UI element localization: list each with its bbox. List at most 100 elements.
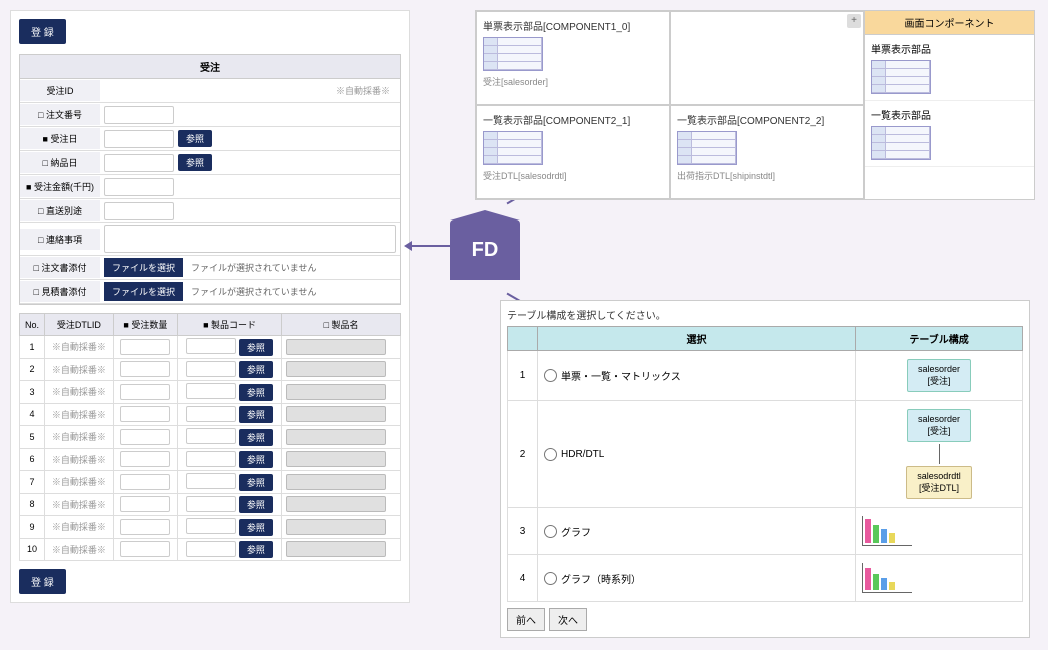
table-row: 6※自動採番※ 参照 [20,448,401,471]
table-structure-panel: テーブル構成を選択してください。 選択 テーブル構成 1 単票・一覧・マトリック… [500,300,1030,638]
input-code[interactable] [186,473,236,489]
ref-button-code[interactable]: 参照 [239,496,273,513]
instruction-text: テーブル構成を選択してください。 [507,307,1023,322]
table-row: 8※自動採番※ 参照 [20,493,401,516]
input-code[interactable] [186,361,236,377]
input-qty[interactable] [120,429,170,445]
th-select: 選択 [538,327,856,351]
next-button[interactable]: 次へ [549,608,587,631]
input-qty[interactable] [120,474,170,490]
ref-button-code[interactable]: 参照 [239,339,273,356]
ref-button-code[interactable]: 参照 [239,451,273,468]
ref-button-code[interactable]: 参照 [239,541,273,558]
schema-box: salesorder[受注] [907,359,971,392]
file-button-quote[interactable]: ファイルを選択 [104,282,183,301]
ref-button-code[interactable]: 参照 [239,519,273,536]
th-code: ■ 製品コード [178,314,282,336]
input-delivery-date[interactable] [104,154,174,172]
table-row: 1※自動採番※ 参照 [20,336,401,359]
textarea-notes[interactable] [104,225,396,253]
input-qty[interactable] [120,541,170,557]
structure-row: 2 HDR/DTLsalesorder[受注]salesodrdtl[受注DTL… [508,401,1023,508]
sidebar-item-title: 単票表示部品 [871,41,1028,56]
form-title: 受注 [20,55,400,79]
input-order-no[interactable] [104,106,174,124]
register-button-top[interactable]: 登 録 [19,19,66,44]
component-label: 一覧表示部品[COMPONENT2_2] [677,112,857,127]
component-sidebar-header: 画面コンポーネント [865,11,1034,35]
ref-button-code[interactable]: 参照 [239,361,273,378]
ref-button-code[interactable]: 参照 [239,429,273,446]
table-row: 10※自動採番※ 参照 [20,538,401,561]
prod-name-display [286,429,386,445]
ref-button-code[interactable]: 参照 [239,406,273,423]
input-qty[interactable] [120,339,170,355]
input-qty[interactable] [120,384,170,400]
file-button-order[interactable]: ファイルを選択 [104,258,183,277]
input-order-date[interactable] [104,130,174,148]
mini-bar-chart-icon [862,516,912,546]
structure-radio[interactable] [544,525,557,538]
connector-line-icon [939,444,940,464]
component-preview-icon [871,60,931,94]
input-code[interactable] [186,383,236,399]
table-row: 2※自動採番※ 参照 [20,358,401,381]
input-code[interactable] [186,496,236,512]
component-cell[interactable]: + [670,11,864,105]
component-cell[interactable]: 一覧表示部品[COMPONENT2_2] 出荷指示DTL[shipinstdtl] [670,105,864,199]
component-sublabel: 受注[salesorder] [483,75,663,88]
ref-button-delivery[interactable]: 参照 [178,154,212,171]
ref-button-order-date[interactable]: 参照 [178,130,212,147]
label-direct-ship: □ 直送別途 [20,200,100,221]
input-amount[interactable] [104,178,174,196]
th-no: No. [20,314,45,336]
mini-bar-chart-icon [862,563,912,593]
prod-name-display [286,474,386,490]
th-structure: テーブル構成 [856,327,1023,351]
structure-option[interactable]: HDR/DTL [544,448,849,461]
input-qty[interactable] [120,496,170,512]
component-sublabel: 受注DTL[salesodrdtl] [483,169,663,182]
component-cell[interactable]: 一覧表示部品[COMPONENT2_1]受注DTL[salesodrdtl] [476,105,670,199]
structure-radio[interactable] [544,572,557,585]
component-layout-panel: 単票表示部品[COMPONENT1_0]受注[salesorder] + 一覧表示部… [475,10,1035,200]
label-quote-attach: □ 見積書添付 [20,281,100,302]
ref-button-code[interactable]: 参照 [239,474,273,491]
prod-name-display [286,496,386,512]
input-qty[interactable] [120,519,170,535]
sidebar-component-item[interactable]: 単票表示部品 [865,35,1034,101]
sidebar-component-item[interactable]: 一覧表示部品 [865,101,1034,167]
input-qty[interactable] [120,451,170,467]
plus-icon[interactable]: + [847,14,861,28]
input-code[interactable] [186,518,236,534]
structure-option[interactable]: グラフ（時系列） [544,571,849,586]
input-qty[interactable] [120,406,170,422]
input-code[interactable] [186,541,236,557]
th-qty: ■ 受注数量 [113,314,177,336]
auto-number-note: ※自動採番※ [336,84,390,97]
label-delivery-date: □ 納品日 [20,152,100,173]
input-code[interactable] [186,406,236,422]
structure-radio[interactable] [544,448,557,461]
component-sublabel: 出荷指示DTL[shipinstdtl] [677,169,857,182]
order-form: 受注 受注ID※自動採番※ □ 注文番号 ■ 受注日参照 □ 納品日参照 ■ 受… [19,54,401,305]
file-none-quote: ファイルが選択されていません [191,285,316,298]
structure-row: 1 単票・一覧・マトリックスsalesorder[受注] [508,351,1023,401]
structure-option[interactable]: グラフ [544,524,849,539]
component-preview-icon [677,131,737,165]
input-direct-ship[interactable] [104,202,174,220]
input-qty[interactable] [120,361,170,377]
structure-option[interactable]: 単票・一覧・マトリックス [544,368,849,383]
structure-row: 4 グラフ（時系列） [508,555,1023,602]
input-code[interactable] [186,338,236,354]
register-button-bottom[interactable]: 登 録 [19,569,66,594]
prod-name-display [286,339,386,355]
ref-button-code[interactable]: 参照 [239,384,273,401]
prev-button[interactable]: 前へ [507,608,545,631]
input-code[interactable] [186,451,236,467]
structure-radio[interactable] [544,369,557,382]
input-code[interactable] [186,428,236,444]
prod-name-display [286,384,386,400]
component-cell[interactable]: 単票表示部品[COMPONENT1_0]受注[salesorder] [476,11,670,105]
component-preview-icon [483,131,543,165]
